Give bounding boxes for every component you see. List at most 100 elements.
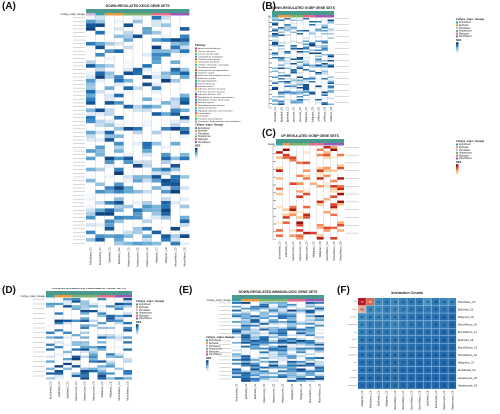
- heatmap-cell: [296, 99, 303, 101]
- row-dendrogram-branch: [268, 71, 272, 77]
- x-tick-label: Mono/Macro_C0: [173, 247, 177, 267]
- heatmap-cell: [303, 66, 310, 68]
- heatmap-cell: [161, 19, 171, 24]
- heatmap-cell: [63, 310, 72, 313]
- heatmap-cell: [142, 164, 152, 168]
- heatmap-cell: [268, 372, 278, 375]
- legend-item: Mono/Macro: [459, 35, 472, 38]
- heatmap-cell: [284, 72, 291, 74]
- heatmap-cell: [241, 340, 251, 342]
- heatmap-cell: [86, 164, 96, 168]
- interaction-value: 14: [434, 315, 437, 319]
- heatmap-cell: [104, 234, 115, 238]
- heatmap-cell: [290, 70, 297, 72]
- heatmap-cell: [161, 115, 171, 120]
- heatmap-cell: [290, 24, 297, 26]
- lineage-annotation-cell: [80, 295, 89, 298]
- heatmap-cell: [314, 307, 324, 310]
- heatmap-cell: [123, 374, 132, 378]
- lineage-annotation-cell: [86, 13, 96, 16]
- heatmap-cell: [296, 307, 306, 310]
- heatmap-cell: [142, 226, 152, 231]
- heatmap-cell: [86, 27, 96, 31]
- heatmap-cell: [310, 185, 317, 188]
- heatmap-cell: [303, 88, 310, 90]
- heatmap-cell: [290, 93, 297, 95]
- interaction-cell: [358, 298, 366, 306]
- heatmap-cell: [303, 159, 310, 162]
- heatmap-cell: [80, 307, 89, 310]
- heatmap-cell: [114, 319, 124, 322]
- heatmap-cell: [290, 91, 297, 93]
- heatmap-cell: [123, 208, 133, 213]
- heatmap-cell: [276, 159, 283, 162]
- heatmap-cell: [80, 374, 89, 378]
- heatmap-cell: [114, 307, 124, 310]
- heatmap-cell: [282, 179, 290, 183]
- heatmap-cell: [180, 193, 190, 198]
- heatmap-cell: [284, 84, 291, 86]
- heatmap-cell: [276, 169, 283, 172]
- heatmap-cell: [80, 300, 89, 303]
- heatmap-cell: [272, 54, 279, 56]
- heatmap-cell: [54, 334, 64, 337]
- heatmap-cell: [278, 311, 288, 314]
- row-label: Epithelial_C0: [458, 307, 474, 311]
- heatmap-cell: [272, 57, 279, 59]
- heatmap-cell: [161, 49, 171, 53]
- lineage-annotation-cell: [305, 299, 315, 302]
- heatmap-cell: [278, 379, 288, 382]
- heatmap-cell: [97, 341, 107, 344]
- heatmap-cell: [282, 182, 290, 185]
- heatmap-cell: [290, 84, 297, 86]
- heatmap-cell: [278, 37, 285, 39]
- interaction-cell: [374, 298, 383, 306]
- interaction-value: 16: [410, 307, 413, 311]
- heatmap-cell: [272, 79, 279, 81]
- heatmap-cell: [268, 364, 278, 367]
- legend-swatch: [195, 50, 197, 53]
- heatmap-cell: [282, 148, 290, 152]
- heatmap-cell: [315, 75, 322, 77]
- heatmap-cell: [54, 331, 64, 334]
- heatmap-cell: [303, 34, 310, 36]
- chart-title: DOWN-REGULATED GOBP GENE SETS: [271, 6, 336, 10]
- heatmap-cell: [89, 341, 98, 344]
- heatmap-cell: [303, 79, 310, 81]
- heatmap-cell: [97, 343, 107, 346]
- interaction-cell: [440, 366, 448, 374]
- heatmap-cell: [315, 24, 322, 26]
- heatmap-cell: [46, 322, 55, 325]
- heatmap-cell: [316, 218, 324, 222]
- heatmap-cell: [327, 57, 334, 59]
- heatmap-cell: [114, 53, 124, 57]
- interaction-value: 12: [451, 307, 454, 311]
- heatmap-cell: [276, 161, 283, 165]
- heatmap-cell: [276, 185, 283, 188]
- heatmap-cell: [309, 60, 316, 62]
- heatmap-cell: [282, 211, 290, 214]
- heatmap-cell: [89, 372, 98, 375]
- heatmap-cell: [95, 223, 105, 227]
- heatmap-cell: [63, 307, 72, 310]
- heatmap-cell: [321, 24, 328, 26]
- heatmap-cell: [54, 360, 64, 363]
- heatmap-cell: [86, 223, 96, 227]
- legend-item: Cell growth and death: [198, 61, 220, 64]
- heatmap-cell: [232, 309, 242, 312]
- heatmap-cell: [142, 212, 152, 216]
- heatmap-cell: [170, 219, 180, 224]
- row-dendrogram-branch: [268, 26, 272, 32]
- heatmap-cell: [314, 341, 324, 344]
- heatmap-cell: [123, 82, 133, 87]
- heatmap-cell: [315, 90, 322, 92]
- heatmap-cell: [321, 31, 328, 33]
- heatmap-cell: [104, 64, 115, 68]
- heatmap-cell: [321, 79, 328, 81]
- heatmap-cell: [310, 229, 317, 232]
- heatmap-cell: [142, 86, 152, 90]
- lineage-annotation-cell: [316, 143, 324, 146]
- heatmap-cell: [303, 76, 310, 78]
- heatmap-cell: [86, 104, 96, 109]
- heatmap-cell: [80, 367, 89, 370]
